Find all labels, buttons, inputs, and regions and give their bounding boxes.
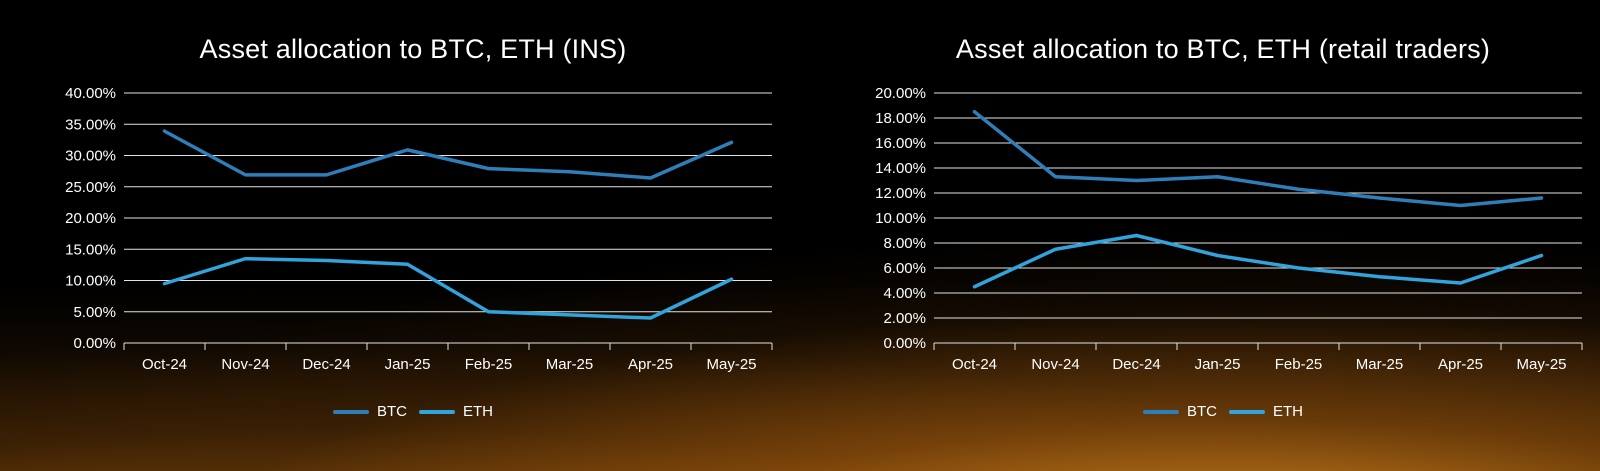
x-tick-label: Oct-24 [952, 356, 997, 373]
legend-item-eth: ETH [419, 403, 493, 420]
x-tick-label: Mar-25 [1356, 356, 1404, 373]
y-tick-label: 20.00% [875, 85, 926, 102]
y-tick-label: 20.00% [65, 210, 116, 227]
legend-swatch-btc [1143, 409, 1179, 414]
y-tick-label: 6.00% [883, 260, 926, 277]
x-tick-label: Nov-24 [1031, 356, 1079, 373]
x-tick-label: Jan-25 [1195, 356, 1241, 373]
chart-legend-ins: BTC ETH [48, 403, 778, 420]
x-tick-label: Nov-24 [221, 356, 269, 373]
x-tick-label: Dec-24 [1112, 356, 1160, 373]
legend-swatch-eth [419, 409, 455, 414]
y-tick-label: 14.00% [875, 160, 926, 177]
y-tick-label: 18.00% [875, 110, 926, 127]
y-tick-label: 0.00% [883, 335, 926, 352]
y-tick-label: 5.00% [73, 304, 116, 321]
line-chart-ins-svg: 0.00% 5.00% 10.00% 15.00% 20.00% 25.00% 30.00%… [65, 85, 773, 373]
legend-label-eth: ETH [1273, 403, 1303, 420]
chart-retail: Asset allocation to BTC, ETH (retail tra… [858, 34, 1588, 420]
y-tick-label: 10.00% [65, 273, 116, 290]
series-line-eth [972, 233, 1544, 289]
chart-title-retail: Asset allocation to BTC, ETH (retail tra… [955, 34, 1491, 64]
x-tick-label: Apr-25 [1438, 356, 1483, 373]
y-tick-label: 30.00% [65, 148, 116, 165]
y-tick-label: 40.00% [65, 85, 116, 102]
legend-swatch-btc [333, 409, 369, 414]
series-line-eth [162, 256, 734, 320]
y-tick-label: 10.00% [875, 210, 926, 227]
chart-title-ins: Asset allocation to BTC, ETH (INS) [199, 34, 627, 64]
legend-label-btc: BTC [1187, 403, 1217, 420]
x-tick-label: May-25 [1516, 356, 1566, 373]
line-chart-retail-svg: 0.00% 2.00% 4.00% 6.00% 8.00% 10.00% 12.00% 14.… [875, 85, 1583, 373]
legend-label-btc: BTC [377, 403, 407, 420]
y-tick-label: 12.00% [875, 185, 926, 202]
y-tick-label: 8.00% [883, 235, 926, 252]
x-tick-label: Dec-24 [302, 356, 350, 373]
legend-item-btc: BTC [1143, 403, 1217, 420]
y-tick-label: 35.00% [65, 116, 116, 133]
legend-label-eth: ETH [463, 403, 493, 420]
legend-item-eth: ETH [1229, 403, 1303, 420]
chart-ins: Asset allocation to BTC, ETH (INS) 0.00%… [48, 34, 778, 420]
legend-item-btc: BTC [333, 403, 407, 420]
chart-legend-retail: BTC ETH [858, 403, 1588, 420]
x-tick-label: Jan-25 [385, 356, 431, 373]
x-tick-label: Feb-25 [465, 356, 513, 373]
y-tick-label: 0.00% [73, 335, 116, 352]
x-tick-label: Mar-25 [546, 356, 594, 373]
y-tick-label: 15.00% [65, 241, 116, 258]
x-tick-label: Apr-25 [628, 356, 673, 373]
x-tick-label: Feb-25 [1275, 356, 1323, 373]
legend-swatch-eth [1229, 409, 1265, 414]
series-line-btc [972, 110, 1544, 208]
series-line-btc [162, 129, 734, 180]
x-tick-label: May-25 [706, 356, 756, 373]
x-tick-label: Oct-24 [142, 356, 187, 373]
y-tick-label: 4.00% [883, 285, 926, 302]
y-tick-label: 25.00% [65, 179, 116, 196]
y-tick-label: 2.00% [883, 310, 926, 327]
y-tick-label: 16.00% [875, 135, 926, 152]
